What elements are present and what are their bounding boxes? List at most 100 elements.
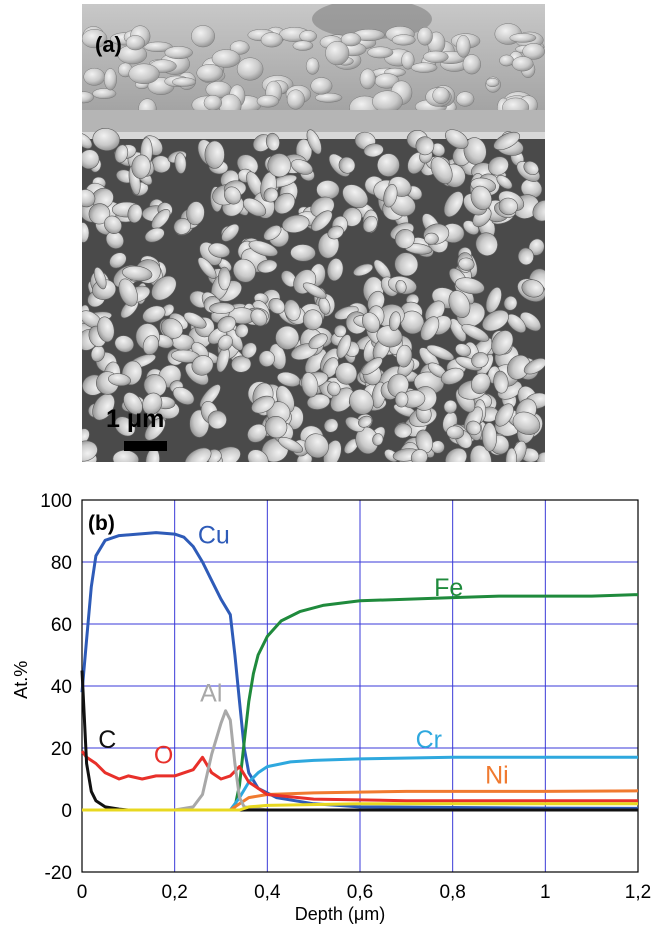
grain [232,258,256,283]
cross-grain [305,57,320,75]
grain [204,140,225,169]
y-tick-label: 20 [51,739,72,760]
grain [114,144,129,164]
grain [336,334,352,359]
cross-grain [128,63,160,85]
grain [455,343,471,357]
grain [494,403,514,427]
cross-grain [171,77,197,87]
grain [415,136,435,156]
grain [532,200,545,222]
grain [521,279,544,298]
grain [241,342,257,359]
cross-grain [260,32,283,48]
grain [291,159,313,175]
grain [383,184,398,208]
sem-micrograph [82,4,545,462]
grain [174,152,187,174]
grain [503,295,518,311]
grain [491,330,514,356]
grain [284,299,301,321]
grain [388,311,401,332]
series-line-cr [82,755,638,812]
grain [311,210,333,232]
cross-grain [417,26,433,46]
grain [323,418,339,433]
grain [394,229,415,249]
grain [523,160,539,176]
grain [415,429,433,454]
series-label-ni: Ni [485,762,509,790]
grain [498,197,518,216]
cross-grain [462,54,481,75]
y-tick-label: 40 [51,677,72,698]
grain [485,286,502,314]
grain [275,325,300,350]
cross-grain [522,43,545,60]
grain [82,222,90,243]
grain [172,386,195,405]
grain [395,279,407,294]
grain [105,230,124,249]
grain [231,355,252,373]
cross-grain [83,67,106,86]
x-tick-label: 0,2 [161,882,187,903]
grain [207,410,227,430]
grain [82,189,96,208]
grain [290,244,316,262]
cross-grain [229,40,250,55]
grain [306,129,322,155]
grain [519,311,542,332]
y-tick-label: 60 [51,615,72,636]
cross-grain [456,91,475,107]
cross-grain [92,88,117,99]
grain [487,156,509,176]
grain [443,399,458,414]
cross-grain [203,95,222,111]
grain [267,153,292,178]
cross-grain [423,50,449,63]
grain [131,154,151,179]
x-tick-label: 0,4 [254,882,281,903]
grain [306,393,331,410]
cross-grain [164,46,193,60]
grain [455,356,483,371]
grain [142,305,166,324]
grain [248,240,278,257]
grain [186,201,205,226]
cross-grain [256,94,280,108]
series-label-o: O [154,742,173,770]
grain [92,393,115,421]
grain [250,308,268,327]
grain [361,357,383,376]
grain [376,153,400,177]
x-tick-label: 1 [540,882,551,903]
grain [258,350,275,367]
grain [278,437,304,453]
grain [458,257,475,271]
grain [394,423,412,439]
scale-bar [124,441,167,451]
panel-b-label: (b) [88,512,115,535]
series-label-cu: Cu [198,521,230,549]
grain [469,445,492,462]
cross-grain [367,46,394,59]
grain [208,242,231,258]
grain [440,367,465,385]
grain [333,324,347,338]
y-tick-label: -20 [45,863,72,884]
cross-grain [310,77,333,95]
grain [217,316,236,333]
grain [218,266,231,291]
x-tick-label: 0,8 [439,882,465,903]
x-axis-label: Depth (μm) [295,904,385,924]
grain [326,258,344,282]
grain [410,449,428,462]
grain [183,312,207,329]
grain [302,282,327,299]
grain [308,333,328,350]
grain [420,316,440,341]
sem-image [82,4,545,462]
x-tick-label: 0 [77,882,88,903]
